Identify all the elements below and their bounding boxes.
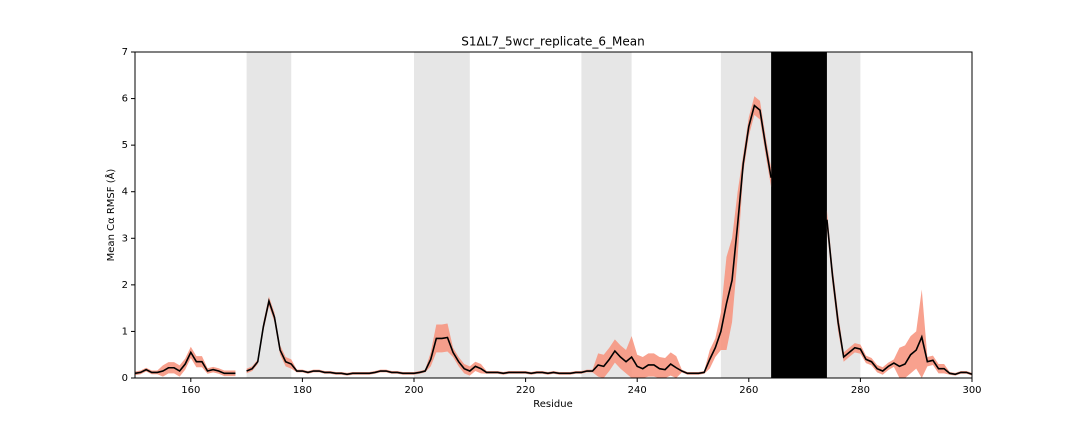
data-line: [826, 219, 973, 376]
y-tick-label: 7: [122, 47, 128, 58]
x-tick-label: 160: [181, 385, 200, 396]
x-tick-label: 240: [628, 385, 647, 396]
chart-title: S1ΔL7_5wcr_replicate_6_Mean: [461, 35, 644, 49]
x-tick-label: 200: [404, 385, 423, 396]
data-line: [246, 104, 772, 376]
x-axis-label: Residue: [533, 399, 572, 410]
x-tick-label: 280: [851, 385, 870, 396]
x-tick-label: 300: [962, 385, 981, 396]
x-tick-label: 260: [739, 385, 758, 396]
plot-frame: [134, 51, 973, 379]
shaded-region: [771, 52, 827, 378]
y-tick-label: 2: [122, 280, 128, 291]
y-tick-label: 5: [122, 140, 128, 151]
y-tick-label: 1: [122, 326, 128, 337]
data-line: [134, 350, 236, 375]
y-tick-label: 3: [122, 233, 128, 244]
y-axis-label: Mean Cα RMSF (Å): [104, 169, 117, 262]
x-tick-label: 220: [516, 385, 535, 396]
x-tick-label: 180: [293, 385, 312, 396]
y-tick-label: 0: [122, 373, 128, 384]
shaded-region: [581, 52, 632, 378]
shaded-region: [414, 52, 470, 378]
confidence-band: [246, 96, 772, 378]
confidence-band: [135, 346, 236, 377]
y-tick-label: 6: [122, 94, 128, 105]
shaded-region: [246, 52, 292, 378]
y-tick-label: 4: [122, 187, 128, 198]
